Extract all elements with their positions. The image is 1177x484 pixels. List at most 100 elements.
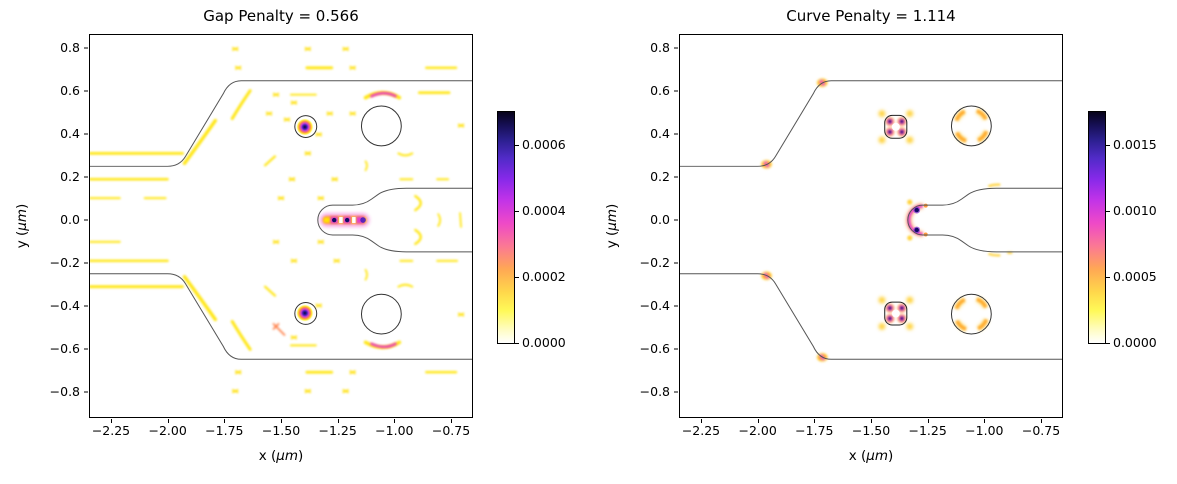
y-tick-mark <box>84 176 88 178</box>
small-hole-hotspots-top <box>878 110 914 144</box>
y-axis-label: y (μm) <box>604 203 620 249</box>
y-tick-label: −0.2 <box>639 254 670 270</box>
plot-title: Gap Penalty = 0.566 <box>203 7 359 25</box>
colorbar-tick-label: 0.0006 <box>522 136 566 152</box>
curve-penalty-heatmap <box>680 78 1062 362</box>
x-tick-mark <box>1041 419 1042 423</box>
x-tick-label: −1.00 <box>375 423 414 438</box>
colorbar-tick-mark <box>1106 277 1110 278</box>
y-tick-label: −0.8 <box>49 383 80 399</box>
x-tick-mark <box>451 419 452 423</box>
subplot-gap-penalty: Gap Penalty = 0.566 <box>14 0 473 484</box>
large-hole-arcs <box>952 107 991 334</box>
slot-cap-hotspots <box>905 199 928 241</box>
colorbar-curve-penalty: 0.0000 0.0005 0.0010 0.0015 <box>1088 111 1157 348</box>
y-tick-label: 0.8 <box>60 39 80 55</box>
colorbar-tick-label: 0.0004 <box>522 202 566 218</box>
y-tick-label: 0.8 <box>650 39 670 55</box>
x-tick-label: −0.75 <box>1021 423 1061 438</box>
colorbar-tick-mark <box>515 277 519 278</box>
y-tick-mark <box>674 348 678 350</box>
colorbar-tick-label: 0.0015 <box>1113 136 1157 152</box>
colorbar-tick-label: 0.0000 <box>1113 334 1157 350</box>
fringe-marks <box>231 46 465 394</box>
y-tick-label: 0.4 <box>60 125 80 141</box>
y-tick-label: −0.6 <box>49 340 80 356</box>
y-tick-label: 0.2 <box>60 168 80 184</box>
x-tick-label: −2.25 <box>91 423 131 438</box>
field-fringes <box>90 66 462 374</box>
x-tick-label: −1.00 <box>965 423 1004 438</box>
x-tick-label: −1.75 <box>205 423 244 438</box>
y-tick-mark <box>84 47 88 49</box>
y-tick-mark <box>84 305 88 307</box>
x-tick-mark <box>984 419 986 423</box>
y-tick-label: 0.6 <box>60 82 80 98</box>
y-tick-label: −0.4 <box>639 297 670 313</box>
small-hole-hotspots-bottom <box>878 296 914 330</box>
slot-streak <box>319 213 370 227</box>
x-axis-label: x (μm) <box>258 448 304 464</box>
y-tick-label: 0.6 <box>650 82 670 98</box>
y-tick-mark <box>674 305 678 307</box>
colorbar-tick-mark <box>515 145 519 146</box>
device-outline <box>680 80 1062 360</box>
x-tick-mark <box>337 419 339 423</box>
y-tick-mark <box>674 391 678 393</box>
y-tick-mark <box>84 219 88 221</box>
y-tick-label: 0.4 <box>650 125 670 141</box>
x-tick-mark <box>871 419 872 423</box>
y-tick-label: 0.2 <box>650 168 670 184</box>
colorbar-tick-mark <box>515 343 519 344</box>
x-tick-mark <box>927 419 929 423</box>
x-tick-mark <box>167 419 169 423</box>
x-tick-mark <box>700 419 702 423</box>
x-tick-label: −2.25 <box>681 423 721 438</box>
y-tick-mark <box>674 262 678 264</box>
lens-streaks <box>369 91 398 349</box>
y-tick-label: 0.0 <box>60 211 80 227</box>
gap-penalty-heatmap <box>90 46 472 394</box>
x-tick-mark <box>224 419 226 423</box>
y-tick-mark <box>84 391 88 393</box>
colorbar-tick-label: 0.0010 <box>1113 202 1157 218</box>
x-tick-label: −0.75 <box>431 423 471 438</box>
x-axis-label: x (μm) <box>848 448 894 464</box>
colorbar-tick-mark <box>1106 211 1110 212</box>
y-tick-mark <box>674 133 678 135</box>
y-tick-mark <box>674 219 678 221</box>
x-tick-mark <box>757 419 759 423</box>
x-tick-label: −1.25 <box>908 423 947 438</box>
y-tick-label: −0.8 <box>639 383 670 399</box>
colorbar-tick-mark <box>1106 343 1110 344</box>
y-tick-label: −0.6 <box>639 340 670 356</box>
y-tick-label: −0.4 <box>49 297 80 313</box>
y-tick-label: −0.2 <box>49 254 80 270</box>
subplot-curve-penalty: Curve Penalty = 1.114 <box>604 0 1063 484</box>
x-tick-mark <box>281 419 282 423</box>
colorbar-tick-label: 0.0002 <box>522 268 566 284</box>
hole-peak-top <box>295 118 314 136</box>
x-tick-label: −2.00 <box>738 423 777 438</box>
y-tick-mark <box>84 90 88 92</box>
plot-title: Curve Penalty = 1.114 <box>786 7 956 25</box>
y-tick-label: 0.0 <box>650 211 670 227</box>
y-tick-mark <box>84 262 88 264</box>
x-tick-label: −1.25 <box>318 423 357 438</box>
y-tick-mark <box>674 90 678 92</box>
x-tick-mark <box>814 419 816 423</box>
x-tick-mark <box>110 419 112 423</box>
y-tick-mark <box>84 133 88 135</box>
plot-canvas <box>89 34 473 418</box>
x-tick-label: −2.00 <box>148 423 187 438</box>
colorbar-tick-mark <box>1106 145 1110 146</box>
x-tick-label: −1.50 <box>261 423 301 438</box>
y-tick-mark <box>84 348 88 350</box>
y-axis-label: y (μm) <box>14 203 30 249</box>
hole-peak-bottom <box>295 304 314 322</box>
colorbar-tick-label: 0.0000 <box>522 334 566 350</box>
colorbar-tick-mark <box>515 211 519 212</box>
x-tick-mark <box>394 419 396 423</box>
plot-canvas <box>679 34 1063 418</box>
